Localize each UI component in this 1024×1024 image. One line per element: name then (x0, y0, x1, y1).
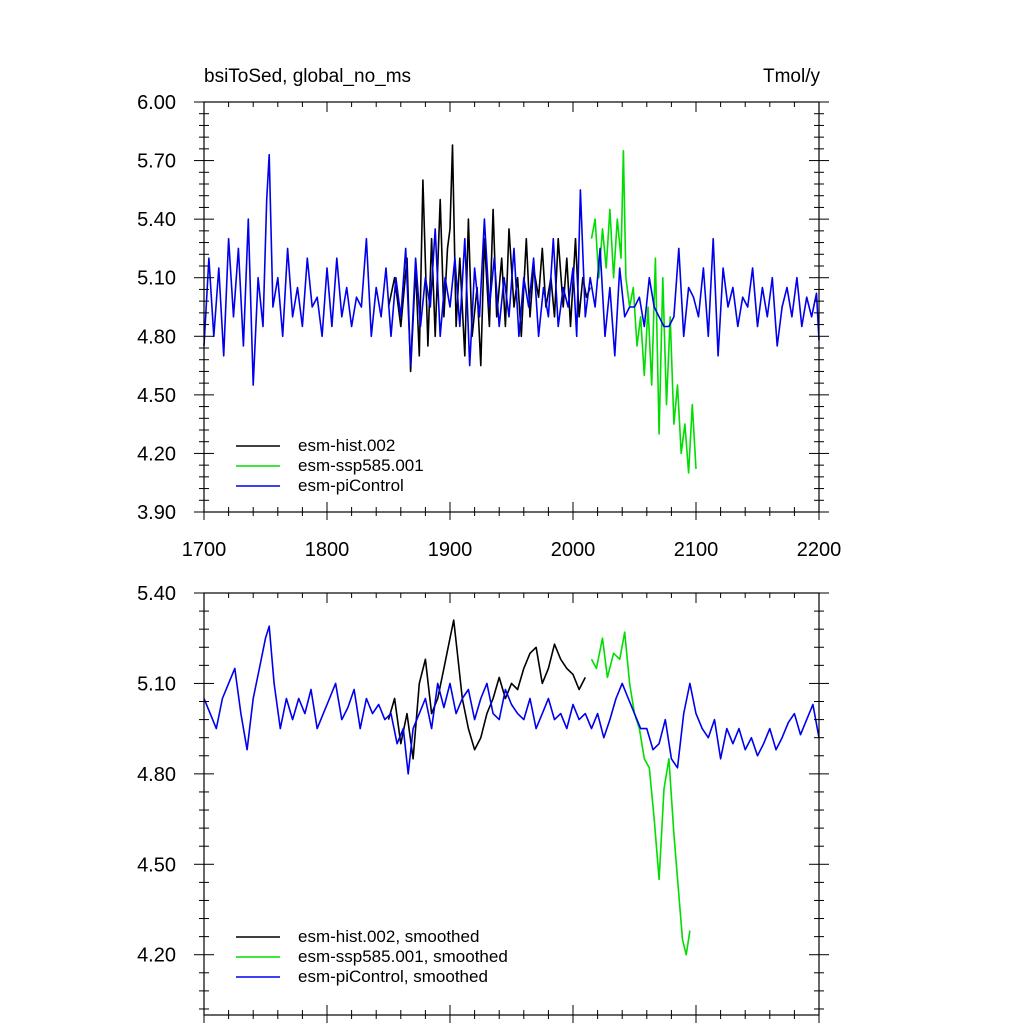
top-y-tick-label: 4.20 (137, 443, 176, 465)
top-legend-label-hist: esm-hist.002 (298, 436, 395, 455)
bottom-series-picontrol-line (203, 625, 820, 775)
top-chart-series-layer (203, 144, 820, 474)
top-y-tick-label: 6.00 (137, 92, 176, 114)
top-y-tick-label: 5.70 (137, 151, 176, 173)
top-legend-label-ssp585: esm-ssp585.001 (298, 456, 424, 475)
top-series-ssp585-line (590, 150, 697, 474)
bottom-legend-label-ssp585: esm-ssp585.001, smoothed (298, 947, 508, 966)
bottom-series-hist-line (387, 619, 587, 760)
top-chart-panel: bsiToSed, global_no_ms Tmol/y 1700 1800 19… (137, 66, 841, 561)
bottom-y-tick-label: 4.80 (137, 764, 176, 786)
top-series-picontrol-line (203, 153, 820, 386)
top-series-hist-line (387, 144, 591, 373)
top-y-tick-label: 5.40 (137, 209, 176, 231)
bottom-y-tick-label: 4.20 (137, 945, 176, 967)
bottom-chart-axes: 4.20 4.50 4.80 5.10 5.40 (137, 583, 829, 1023)
bottom-chart-plot-frame (203, 592, 820, 1016)
top-x-tick-label: 2200 (797, 539, 842, 561)
top-x-tick-label: 2100 (674, 539, 719, 561)
top-y-tick-label: 3.90 (137, 502, 176, 524)
top-x-tick-label: 1700 (182, 539, 227, 561)
bottom-y-tick-label: 5.10 (137, 673, 176, 695)
bottom-y-tick-label: 5.40 (137, 583, 176, 605)
top-y-tick-label: 4.50 (137, 385, 176, 407)
bottom-chart-series-layer (203, 619, 820, 956)
bottom-series-ssp585-line (590, 631, 691, 956)
bottom-legend-label-picontrol: esm-piControl, smoothed (298, 967, 488, 986)
top-chart-units: Tmol/y (763, 66, 821, 87)
top-x-tick-label: 2000 (551, 539, 596, 561)
top-legend-label-picontrol: esm-piControl (298, 476, 404, 495)
top-chart-axes: 1700 1800 1900 2000 2100 2200 3.90 4.20 4.50 4.80… (137, 92, 841, 561)
bottom-chart-panel: 4.20 4.50 4.80 5.10 5.40 esm-hist.002, smoot… (137, 583, 829, 1023)
bottom-legend-label-hist: esm-hist.002, smoothed (298, 927, 479, 946)
bottom-y-tick-label: 4.50 (137, 854, 176, 876)
top-y-tick-label: 4.80 (137, 326, 176, 348)
top-chart-plot-frame (203, 101, 820, 513)
top-chart-title: bsiToSed, global_no_ms (204, 66, 411, 87)
top-y-tick-label: 5.10 (137, 268, 176, 290)
top-x-tick-label: 1900 (428, 539, 473, 561)
top-x-tick-label: 1800 (305, 539, 350, 561)
